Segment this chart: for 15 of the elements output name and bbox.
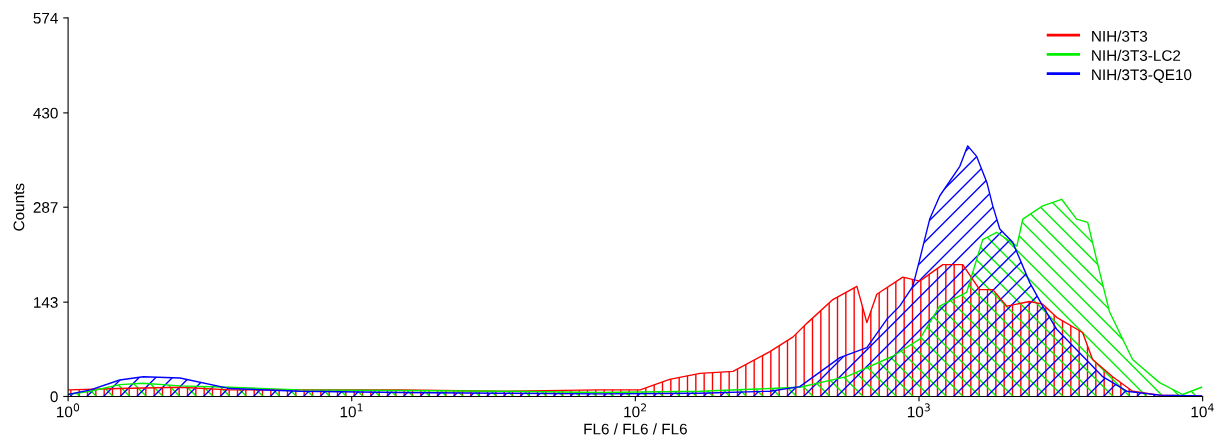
x-tick-label: 10$^{4}$ xyxy=(1191,403,1214,418)
y-tick-label: 287 xyxy=(33,202,58,213)
legend-label: NIH/3T3 xyxy=(1092,30,1148,42)
legend-label: NIH/3T3-LC2 xyxy=(1092,49,1181,61)
y-axis-title: Counts xyxy=(13,183,25,231)
x-axis-title: FL6 / FL6 / FL6 xyxy=(584,423,687,435)
legend-label: NIH/3T3-QE10 xyxy=(1092,68,1192,83)
x-tick-label: 10$^{3}$ xyxy=(907,403,930,418)
y-tick-label: 0 xyxy=(50,391,58,403)
x-tick-label: 10$^{2}$ xyxy=(624,403,647,418)
x-tick-label: 10$^{1}$ xyxy=(340,403,363,418)
y-tick-label: 143 xyxy=(34,297,58,308)
y-tick-label: 574 xyxy=(33,12,58,24)
x-tick-label: 10$^{0}$ xyxy=(57,403,80,418)
y-tick-label: 430 xyxy=(33,107,58,119)
